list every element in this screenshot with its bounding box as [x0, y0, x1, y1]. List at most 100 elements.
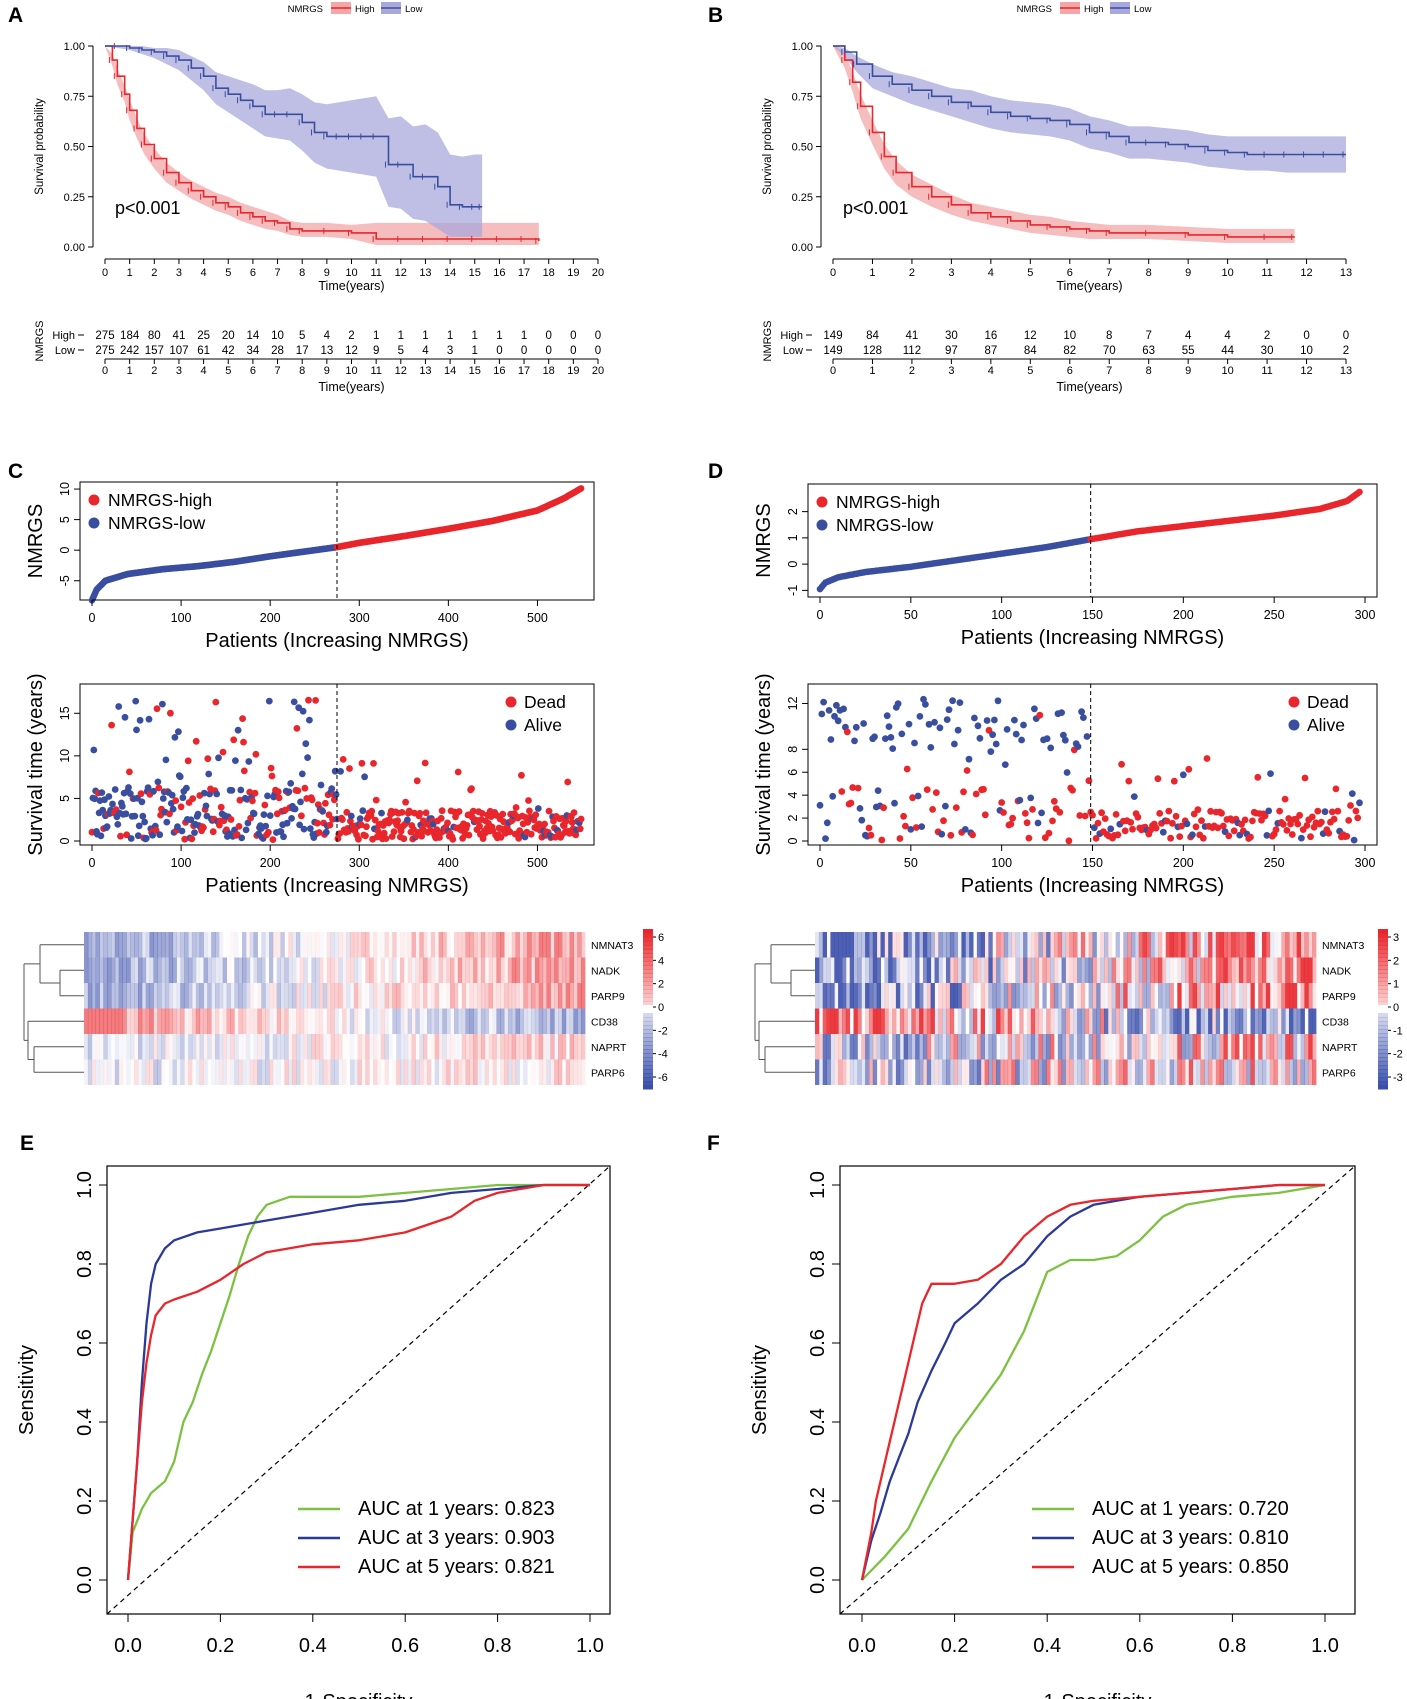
x-tick-label: 300 — [349, 611, 370, 625]
heatmap-cell — [992, 1008, 997, 1034]
heatmap-cell — [1165, 1034, 1170, 1060]
heatmap-cell — [1185, 1008, 1190, 1034]
heatmap-cell — [1000, 983, 1005, 1009]
heatmap-cell — [319, 1008, 324, 1034]
reference-diagonal — [839, 1165, 1356, 1615]
heatmap-cell — [457, 1059, 463, 1085]
heatmap-cell — [930, 932, 935, 958]
survival-point-alive — [1061, 736, 1069, 744]
survival-point-alive — [134, 832, 142, 840]
heatmap-cell — [1169, 1008, 1174, 1034]
heatmap-cell — [1123, 957, 1128, 983]
heatmap-cell — [911, 983, 916, 1009]
y-tick-label: 0 — [786, 837, 800, 844]
survival-point-alive — [840, 705, 847, 713]
risk-count-low: 70 — [1103, 345, 1116, 357]
color-scale-step — [643, 1065, 653, 1070]
heatmap-cell — [930, 957, 935, 983]
heatmap-cell — [450, 1059, 455, 1085]
heatmap-cell — [153, 1059, 158, 1085]
heatmap-cell — [145, 957, 150, 983]
heatmap-cell — [1030, 1059, 1036, 1085]
heatmap-cell — [392, 1008, 397, 1034]
risk-count-low: 0 — [595, 345, 601, 357]
heatmap-cell — [1238, 1008, 1244, 1034]
heatmap-cell — [207, 1034, 212, 1060]
survival-point-dead — [123, 831, 131, 839]
survival-point-alive — [178, 827, 186, 835]
heatmap-cell — [1080, 983, 1086, 1009]
heatmap-cell — [1285, 1034, 1290, 1060]
survival-point-dead — [1089, 811, 1096, 819]
color-scale-step — [643, 949, 653, 954]
legend-label-high: NMRGS-high — [108, 490, 212, 510]
heatmap-cell — [281, 1060, 285, 1086]
heatmap-cell — [134, 932, 139, 958]
survival-point-alive — [288, 815, 295, 822]
heatmap-cell — [1042, 1059, 1047, 1085]
heatmap-cell — [842, 932, 847, 958]
risk-count-low: 97 — [945, 345, 958, 357]
survival-point-alive — [1034, 819, 1042, 827]
heatmap-cell — [942, 1034, 947, 1060]
heatmap-cell — [1300, 957, 1305, 983]
survival-point-alive — [404, 816, 411, 824]
heatmap-cell — [245, 932, 251, 958]
heatmap-cell — [1007, 932, 1012, 958]
heatmap-cell — [411, 957, 416, 983]
heatmap-cell — [992, 932, 997, 958]
heatmap-cell — [965, 1059, 970, 1085]
survival-point-dead — [294, 787, 302, 795]
survival-point-dead — [1000, 809, 1007, 816]
heatmap-cell — [1308, 1059, 1313, 1085]
heatmap-cell — [969, 957, 974, 983]
heatmap-cell — [1131, 932, 1136, 958]
heatmap-cell — [457, 1034, 463, 1060]
heatmap-cell — [1131, 983, 1136, 1009]
x-tick-label: 200 — [1173, 608, 1194, 622]
heatmap-cell — [934, 957, 939, 983]
heatmap-cell — [818, 983, 824, 1009]
survival-point-alive — [175, 728, 182, 736]
heatmap-cell — [469, 1059, 474, 1085]
x-tick-label: 12 — [1300, 267, 1312, 279]
survival-point-alive — [1038, 809, 1045, 817]
heatmap-cell — [1258, 1059, 1263, 1085]
heatmap-cell — [400, 1059, 405, 1085]
survival-point-alive — [105, 793, 113, 800]
survival-point-alive — [891, 799, 898, 807]
heatmap-cell — [842, 957, 847, 983]
survival-point-dead — [929, 806, 936, 813]
heatmap-cell — [272, 1034, 278, 1060]
heatmap-cell — [334, 1008, 339, 1034]
risk-x-tick-label: 6 — [250, 365, 256, 377]
survival-point-dead — [155, 784, 163, 792]
survival-point-dead — [249, 797, 256, 805]
heatmap-cell — [919, 1059, 924, 1085]
heatmap-cell — [346, 1008, 351, 1034]
heatmap-cell — [223, 932, 227, 958]
heatmap-cell — [307, 1059, 312, 1085]
heatmap-cell — [1312, 1059, 1317, 1085]
heatmap-cell — [830, 1008, 835, 1034]
heatmap-cell — [1188, 1034, 1194, 1060]
heatmap-cell — [581, 1008, 586, 1034]
heatmap-cell — [1061, 957, 1066, 983]
heatmap-cell — [515, 1008, 520, 1034]
heatmap-cell — [496, 1060, 500, 1086]
heatmap-cell — [249, 983, 254, 1009]
heatmap-cell — [99, 1034, 103, 1060]
survival-point-alive — [300, 825, 308, 833]
heatmap-cell — [446, 1034, 451, 1060]
survival-point-dead — [1056, 808, 1064, 816]
color-scale-step — [643, 1037, 653, 1042]
color-scale-step — [1378, 957, 1388, 962]
color-scale-step — [1378, 1049, 1388, 1054]
survival-point-alive — [99, 806, 107, 814]
heatmap-cell — [180, 983, 185, 1009]
survival-point-alive — [827, 736, 835, 743]
heatmap-cell — [892, 957, 897, 983]
survival-point-alive — [991, 716, 998, 724]
